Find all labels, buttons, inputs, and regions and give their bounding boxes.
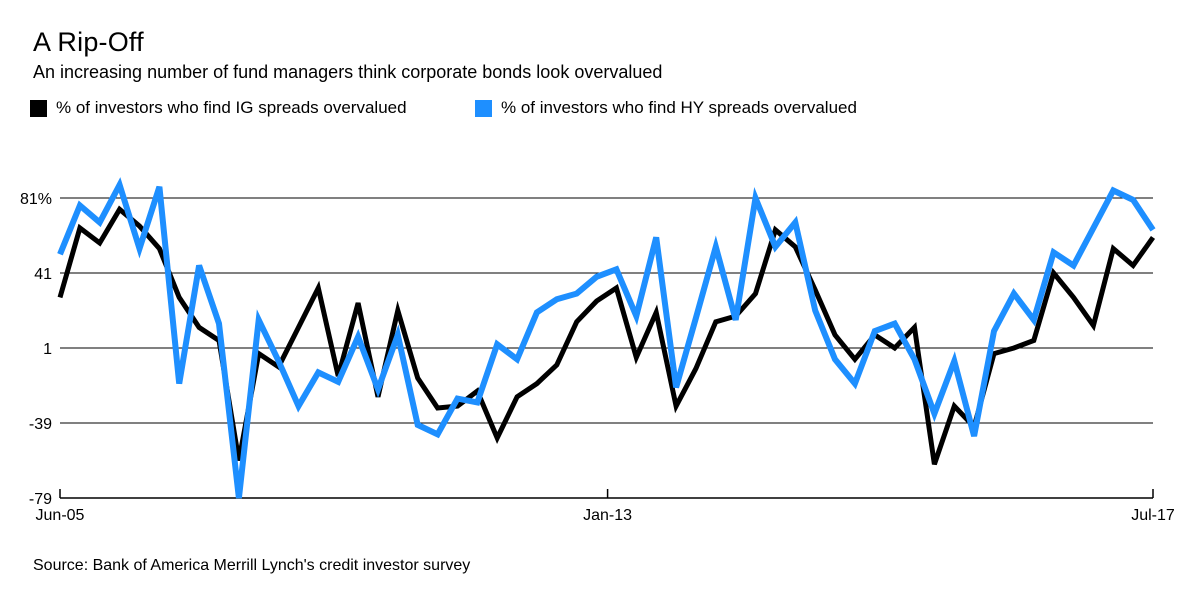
legend-item-hy: % of investors who find HY spreads overv… [475,98,857,118]
y-tick-label: -39 [29,416,52,433]
legend-label-hy: % of investors who find HY spreads overv… [501,98,857,117]
series-line-ig [57,205,1156,466]
series-line-hy [57,177,1156,499]
x-tick-label: Jun-05 [36,507,85,524]
y-tick-label: 81% [20,191,52,208]
page-title: A Rip-Off [33,27,144,57]
legend-item-ig: % of investors who find IG spreads overv… [30,98,407,118]
hy-series-swatch [475,99,492,117]
y-tick-label: -79 [29,491,52,508]
source-note: Source: Bank of America Merrill Lynch's … [33,557,471,574]
legend-label-ig: % of investors who find IG spreads overv… [56,98,407,117]
x-tick-label: Jan-13 [583,507,632,524]
y-tick-label: 41 [34,266,52,283]
x-tick-label: Jul-17 [1131,507,1175,524]
chart-subtitle: An increasing number of fund managers th… [33,62,663,82]
y-tick-label: 1 [43,341,52,358]
ig-series-swatch [30,99,47,117]
